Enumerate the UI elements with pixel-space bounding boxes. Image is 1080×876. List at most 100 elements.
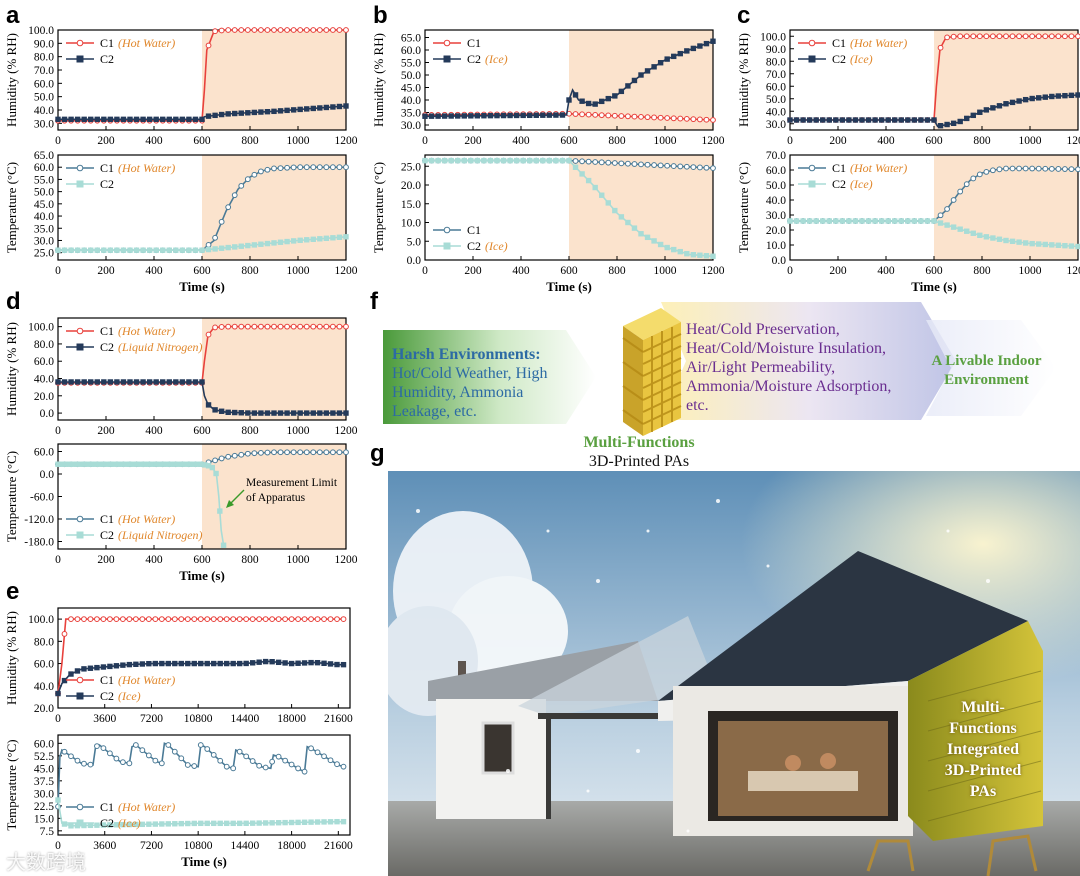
x-tick-label: 10800 (184, 713, 213, 725)
marker-C1 (81, 616, 87, 623)
y-tick-label: 35.0 (34, 223, 54, 235)
y-axis-label: Humidity (% RH) (4, 33, 19, 127)
y-tick-label: 30.0 (34, 235, 54, 247)
y-tick-label: -60.0 (30, 492, 54, 504)
legend-marker-C1 (76, 39, 84, 47)
marker-C2 (238, 410, 244, 416)
marker-C2 (304, 106, 310, 112)
plot-frame (57, 607, 351, 709)
marker-C2 (340, 661, 347, 668)
y-tick-label: 100.0 (28, 614, 54, 626)
marker-C1 (277, 449, 284, 456)
marker-C1 (585, 111, 592, 118)
marker-C2 (435, 157, 441, 164)
marker-C1 (664, 115, 671, 121)
marker-C2 (885, 117, 891, 123)
marker-C2 (334, 661, 340, 668)
marker-C2 (74, 668, 81, 674)
marker-C1 (1009, 165, 1016, 172)
legend-marker-C1 (808, 39, 816, 47)
legend-marker-C2 (76, 819, 84, 827)
marker-C2 (133, 821, 139, 828)
marker-C2 (697, 43, 703, 49)
marker-C2 (198, 820, 204, 827)
marker-C2 (199, 116, 205, 123)
marker-C1 (295, 765, 301, 772)
marker-C2 (178, 820, 184, 827)
x-tick-label: 1000 (1019, 265, 1042, 277)
marker-C2 (205, 246, 212, 253)
marker-C2 (684, 250, 690, 257)
marker-C2 (173, 379, 179, 385)
marker-C2 (983, 234, 990, 240)
marker-C1 (670, 115, 677, 122)
marker-C1 (618, 113, 625, 119)
marker-C2 (697, 252, 703, 258)
x-tick-label: 1200 (1067, 265, 1080, 277)
x-tick-label: 800 (241, 265, 259, 277)
marker-C1 (119, 759, 126, 766)
marker-C2 (166, 379, 172, 385)
harsh-line-2: Humidity, Ammonia (392, 384, 524, 401)
y-tick-label: 70.0 (766, 69, 786, 81)
marker-C2 (251, 242, 258, 248)
marker-C1 (976, 33, 983, 40)
marker-C2 (61, 821, 68, 827)
marker-C2 (308, 659, 314, 666)
x-tick-label: 400 (512, 135, 530, 147)
marker-C2 (213, 470, 219, 477)
marker-C2 (820, 218, 826, 224)
panel-label-d: d (6, 288, 21, 315)
marker-C2 (1068, 92, 1075, 99)
marker-C1 (944, 34, 950, 41)
marker-C2 (282, 660, 288, 666)
marker-C2 (166, 116, 172, 123)
x-axis-label: Time (s) (179, 279, 225, 294)
marker-C1 (310, 27, 317, 33)
marker-C1 (197, 616, 204, 623)
y-tick-label: 70.0 (34, 65, 54, 77)
marker-C1 (262, 764, 269, 771)
marker-C2 (323, 235, 330, 242)
marker-C2 (126, 821, 133, 828)
marker-C1 (598, 159, 605, 166)
x-tick-label: 21600 (324, 713, 353, 725)
marker-C2 (1055, 93, 1062, 99)
marker-C2 (651, 64, 657, 70)
marker-C2 (957, 118, 963, 125)
marker-C2 (133, 247, 140, 253)
marker-C2 (944, 222, 950, 228)
marker-C2 (327, 661, 334, 667)
marker-C1 (690, 164, 697, 171)
y-tick-label: 60.0 (34, 162, 54, 174)
marker-C2 (872, 117, 878, 123)
y-tick-label: 10.0 (766, 240, 786, 252)
marker-C2 (120, 662, 126, 668)
marker-C1 (670, 163, 677, 169)
legend-label-C1: C1 (100, 673, 114, 687)
marker-C2 (269, 659, 275, 665)
marker-C2 (204, 820, 210, 827)
marker-C1 (1055, 33, 1062, 40)
marker-C1 (957, 33, 964, 40)
marker-C2 (553, 112, 559, 118)
marker-C2 (271, 410, 277, 416)
marker-C2 (295, 819, 301, 826)
legend-label-C1: C1 (832, 36, 846, 50)
marker-C1 (1075, 33, 1080, 40)
shaded-region (202, 444, 346, 549)
x-tick-label: 600 (925, 265, 943, 277)
marker-C1 (258, 168, 264, 175)
marker-C2 (671, 246, 677, 253)
legend-label-C1: C1 (467, 36, 481, 50)
marker-C2 (461, 157, 467, 164)
marker-C1 (126, 616, 133, 623)
marker-C1 (963, 33, 970, 40)
marker-C2 (146, 116, 153, 123)
marker-C2 (94, 379, 100, 385)
marker-C1 (191, 763, 198, 769)
marker-C2 (950, 224, 957, 230)
marker-C2 (114, 247, 120, 253)
legend-note-C1: (Hot Water) (850, 36, 907, 50)
marker-C2 (1055, 242, 1062, 248)
